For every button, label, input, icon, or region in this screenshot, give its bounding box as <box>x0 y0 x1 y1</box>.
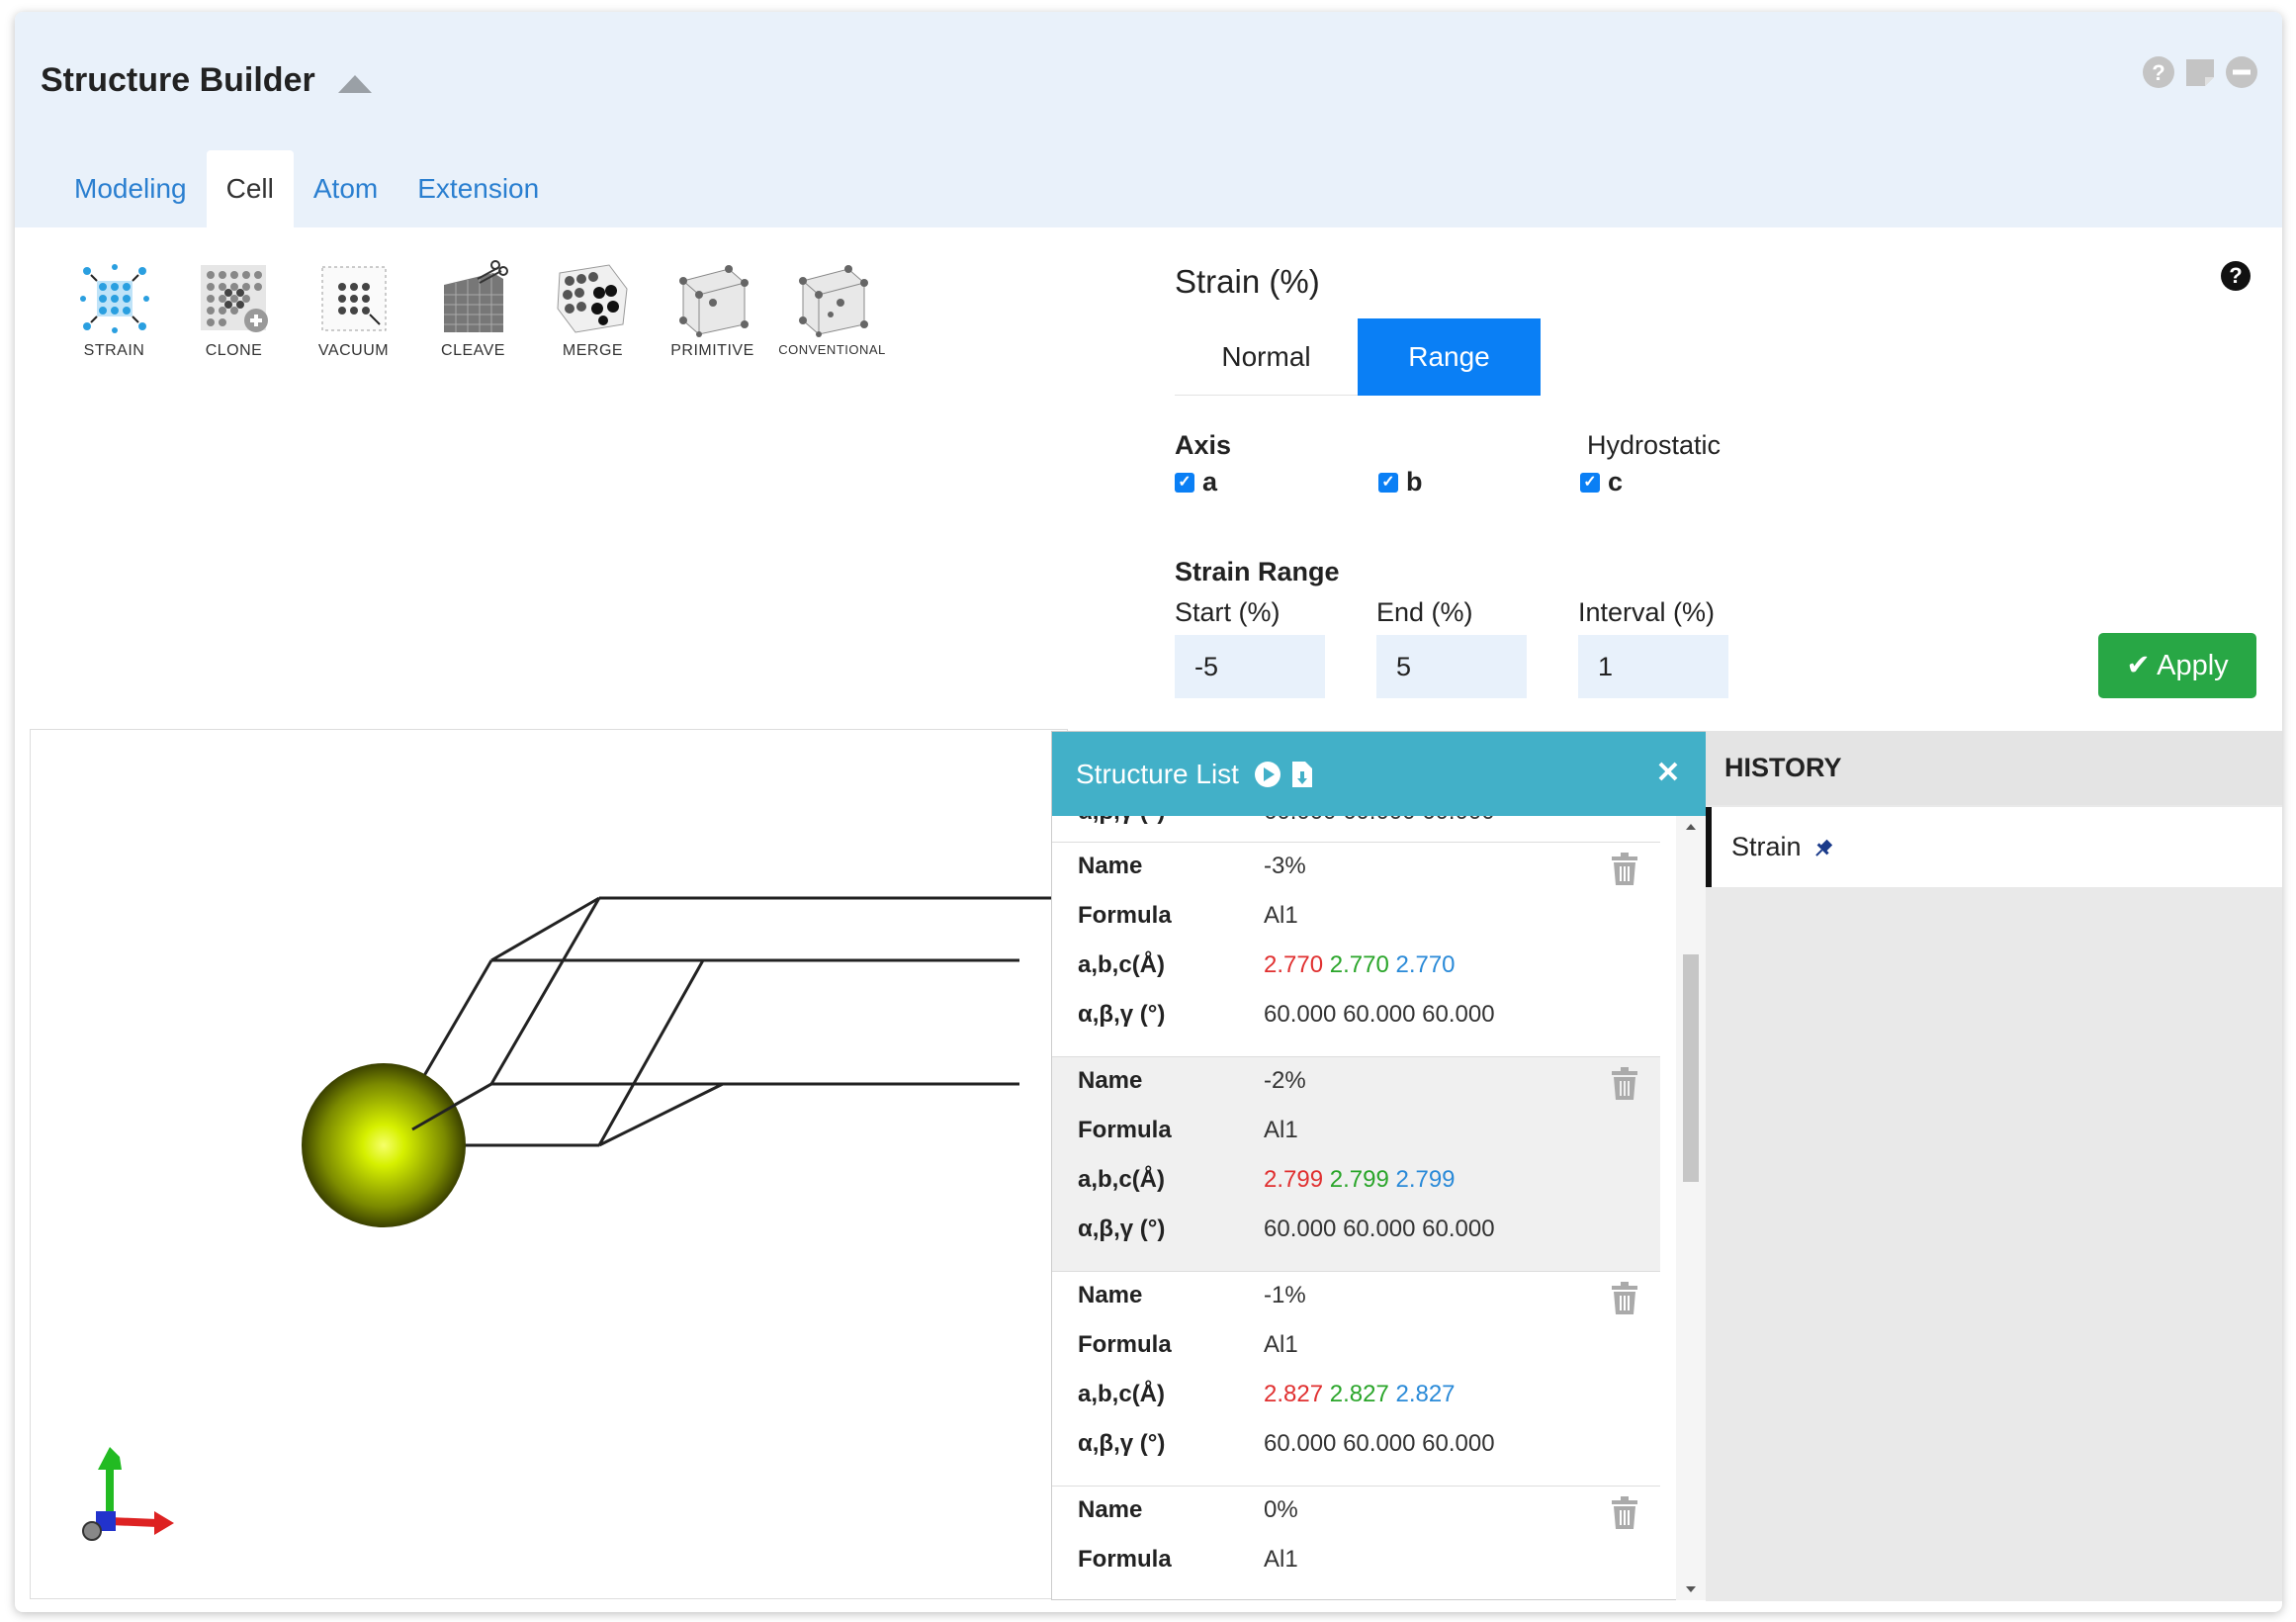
tool-label: CONVENTIONAL <box>778 342 886 357</box>
close-icon[interactable] <box>1648 752 1688 791</box>
tool-label: PRIMITIVE <box>670 342 754 359</box>
strain-help-icon[interactable]: ? <box>2221 261 2251 291</box>
tab-modeling[interactable]: Modeling <box>74 173 187 204</box>
structure-list-body: α,β,γ (°)60.000 60.000 60.000 Name-3% Fo… <box>1052 816 1678 1600</box>
end-input[interactable]: 5 <box>1376 635 1527 698</box>
strain-tool[interactable]: STRAIN <box>54 259 174 360</box>
scroll-up-icon[interactable] <box>1676 816 1706 836</box>
header: Structure Builder ? Modeling Cell Atom E… <box>15 12 2282 227</box>
cleave-tool[interactable]: CLEAVE <box>413 259 533 360</box>
strain-title: Strain (%) <box>1175 263 1320 300</box>
strain-range-label: Strain Range <box>1175 557 1340 586</box>
strain-panel: Strain (%) ? Normal Range Axis Hydrostat… <box>1175 249 2272 704</box>
structure-list-panel: Structure List α,β,γ (°)60.000 60.000 60… <box>1051 731 1707 1600</box>
note-icon[interactable] <box>2183 55 2217 89</box>
export-file-icon[interactable] <box>1290 760 1314 789</box>
help-icon[interactable]: ? <box>2142 55 2175 89</box>
pin-icon[interactable] <box>1812 838 1834 859</box>
list-item[interactable]: Name -2% Formula Al1 a,b,c(Å) 2.799 2.799 2… <box>1052 1056 1660 1271</box>
history-panel: HISTORY Strain <box>1706 731 2282 1601</box>
interval-label: Interval (%) <box>1578 597 1716 627</box>
hydrostatic-label: Hydrostatic <box>1587 430 1722 460</box>
tab-extension[interactable]: Extension <box>417 173 540 204</box>
tool-label: STRAIN <box>83 342 145 359</box>
axes-gizmo-icon <box>82 1447 174 1541</box>
structure-viewer[interactable] <box>30 729 1069 1600</box>
cell-edges <box>382 896 1069 1147</box>
axis-b-checkbox[interactable]: ✓ b <box>1378 467 1423 497</box>
list-item[interactable]: Name 0% Formula Al1 <box>1052 1486 1660 1600</box>
tool-label: CLONE <box>205 342 263 359</box>
conventional-icon <box>798 265 868 337</box>
vacuum-icon <box>321 266 386 331</box>
mode-normal-button[interactable]: Normal <box>1221 341 1311 372</box>
minimize-icon[interactable] <box>2225 55 2258 89</box>
checkmark-icon: ✓ <box>1580 472 1600 493</box>
conventional-tool[interactable]: CONVENTIONAL <box>772 259 892 360</box>
checkbox-label: c <box>1608 467 1624 496</box>
interval-input[interactable]: 1 <box>1578 635 1728 698</box>
tab-bar: Modeling Cell Atom Extension <box>54 150 559 227</box>
structure-builder-window: Structure Builder ? Modeling Cell Atom E… <box>15 12 2282 1612</box>
tool-label: VACUUM <box>317 342 390 359</box>
axis-label: Axis <box>1175 430 1232 460</box>
cell-toolbar: STRAIN CLONE VACUUM <box>54 259 892 360</box>
play-icon[interactable] <box>1253 760 1282 789</box>
scroll-thumb[interactable] <box>1683 954 1699 1182</box>
tab-atom[interactable]: Atom <box>312 173 379 204</box>
apply-button[interactable]: ✔ Apply <box>2098 633 2256 698</box>
app-title: Structure Builder <box>41 61 315 99</box>
checkmark-icon: ✓ <box>1378 472 1398 493</box>
cleave-icon <box>443 260 508 332</box>
start-label: Start (%) <box>1175 597 1280 627</box>
strain-mode-toggle: Normal Range <box>1175 318 1541 396</box>
history-title: HISTORY <box>1706 731 2282 805</box>
history-item-label: Strain <box>1731 832 1802 861</box>
merge-icon <box>556 264 628 333</box>
delete-trash-icon[interactable] <box>1611 1282 1638 1315</box>
tab-cell[interactable]: Cell <box>206 150 294 227</box>
list-item[interactable]: Name -3% Formula Al1 a,b,c(Å) 2.770 2.770 2… <box>1052 842 1660 1056</box>
delete-trash-icon[interactable] <box>1611 853 1638 886</box>
vacuum-tool[interactable]: VACUUM <box>294 259 413 360</box>
al-atom[interactable] <box>302 1063 466 1227</box>
apply-label: Apply <box>2157 650 2229 681</box>
primitive-tool[interactable]: PRIMITIVE <box>653 259 772 360</box>
tool-label: CLEAVE <box>441 342 505 359</box>
tool-label: MERGE <box>562 342 624 359</box>
strain-icon <box>79 264 149 333</box>
svg-text:?: ? <box>2152 60 2164 85</box>
axis-a-checkbox[interactable]: ✓ a <box>1175 467 1217 497</box>
axis-c-checkbox[interactable]: ✓ c <box>1580 467 1623 497</box>
checkmark-icon: ✓ <box>1175 472 1194 493</box>
delete-trash-icon[interactable] <box>1611 1496 1638 1530</box>
list-item[interactable]: Name -1% Formula Al1 a,b,c(Å) 2.827 2.827 2… <box>1052 1271 1660 1486</box>
unit-cell-canvas[interactable] <box>31 730 1069 1600</box>
primitive-icon <box>678 265 749 337</box>
clone-tool[interactable]: CLONE <box>174 259 294 360</box>
checkbox-label: a <box>1202 467 1218 496</box>
structure-list-title: Structure List <box>1076 758 1239 789</box>
start-input[interactable]: -5 <box>1175 635 1325 698</box>
delete-trash-icon[interactable] <box>1611 1067 1638 1101</box>
end-label: End (%) <box>1376 597 1473 627</box>
mode-range-button[interactable]: Range <box>1358 318 1541 396</box>
checkbox-label: b <box>1406 467 1423 496</box>
clone-icon <box>200 265 268 332</box>
structure-list-header: Structure List <box>1052 732 1706 816</box>
scroll-down-icon[interactable] <box>1676 1580 1706 1600</box>
history-item-strain[interactable]: Strain <box>1706 807 2282 887</box>
list-scrollbar[interactable] <box>1676 816 1706 1600</box>
check-icon: ✔ <box>2126 650 2158 681</box>
window-controls: ? <box>2142 55 2258 89</box>
collapse-caret-icon[interactable] <box>338 75 372 93</box>
merge-tool[interactable]: MERGE <box>533 259 653 360</box>
